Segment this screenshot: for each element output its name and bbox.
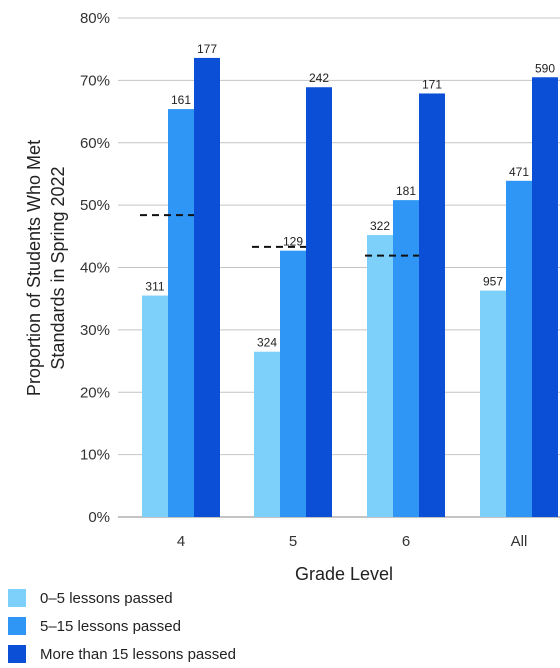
data-label: 311 bbox=[145, 280, 164, 294]
x-tick-label: 4 bbox=[177, 533, 185, 550]
data-label: 957 bbox=[483, 275, 503, 289]
bar bbox=[480, 290, 506, 517]
legend-label: 5–15 lessons passed bbox=[40, 617, 181, 635]
y-tick-label: 0% bbox=[88, 509, 110, 526]
data-label: 161 bbox=[171, 93, 191, 107]
data-label: 181 bbox=[396, 184, 416, 198]
bar bbox=[506, 180, 532, 517]
legend-swatch bbox=[8, 589, 26, 607]
legend-label: More than 15 lessons passed bbox=[40, 645, 236, 663]
bar bbox=[194, 57, 220, 518]
legend-item: 5–15 lessons passed bbox=[8, 612, 236, 640]
data-label: 590 bbox=[535, 61, 555, 75]
y-tick-label: 10% bbox=[80, 447, 110, 464]
y-tick-label: 60% bbox=[80, 135, 110, 152]
legend-swatch bbox=[8, 645, 26, 663]
reference-lines bbox=[140, 214, 419, 257]
x-tick-label: All bbox=[511, 533, 528, 550]
legend-item: 0–5 lessons passed bbox=[8, 584, 236, 612]
y-tick-label: 50% bbox=[80, 197, 110, 214]
bar bbox=[393, 200, 419, 517]
bar bbox=[367, 235, 393, 517]
y-tick-label: 20% bbox=[80, 384, 110, 401]
legend: 0–5 lessons passed 5–15 lessons passed Mor… bbox=[8, 584, 236, 668]
data-label: 242 bbox=[309, 71, 329, 85]
legend-swatch bbox=[8, 617, 26, 635]
bar bbox=[306, 87, 332, 517]
x-axis-ticks: 4 5 6 All bbox=[177, 533, 528, 550]
data-label: 129 bbox=[283, 235, 303, 249]
y-tick-label: 30% bbox=[80, 322, 110, 339]
bar bbox=[419, 93, 445, 517]
data-label: 324 bbox=[257, 336, 277, 350]
y-axis-title-line-2: Standards in Spring 2022 bbox=[48, 166, 68, 369]
data-label: 471 bbox=[509, 165, 529, 179]
data-labels: 311 161 177 324 129 242 322 181 171 957 471 590 bbox=[145, 42, 555, 350]
bars bbox=[142, 57, 558, 518]
legend-label: 0–5 lessons passed bbox=[40, 589, 173, 607]
y-axis-ticks: 0% 10% 20% 30% 40% 50% 60% 70% 80% bbox=[80, 10, 110, 526]
bar bbox=[280, 250, 306, 517]
data-label: 177 bbox=[197, 42, 217, 56]
bar bbox=[168, 109, 194, 517]
y-axis-title-line-1: Proportion of Students Who Met bbox=[24, 140, 44, 396]
data-label: 171 bbox=[422, 77, 442, 91]
bar bbox=[142, 295, 168, 517]
legend-item: More than 15 lessons passed bbox=[8, 640, 236, 668]
y-tick-label: 70% bbox=[80, 72, 110, 89]
bar bbox=[254, 351, 280, 517]
x-axis-title: Grade Level bbox=[295, 564, 393, 584]
bar bbox=[532, 77, 558, 517]
x-tick-label: 5 bbox=[289, 533, 297, 550]
y-tick-label: 40% bbox=[80, 260, 110, 277]
bar-chart: 0% 10% 20% 30% 40% 50% 60% 70% 80% 311 161 177 324 1… bbox=[24, 10, 560, 584]
y-tick-label: 80% bbox=[80, 10, 110, 27]
data-label: 322 bbox=[370, 219, 390, 233]
x-tick-label: 6 bbox=[402, 533, 410, 550]
